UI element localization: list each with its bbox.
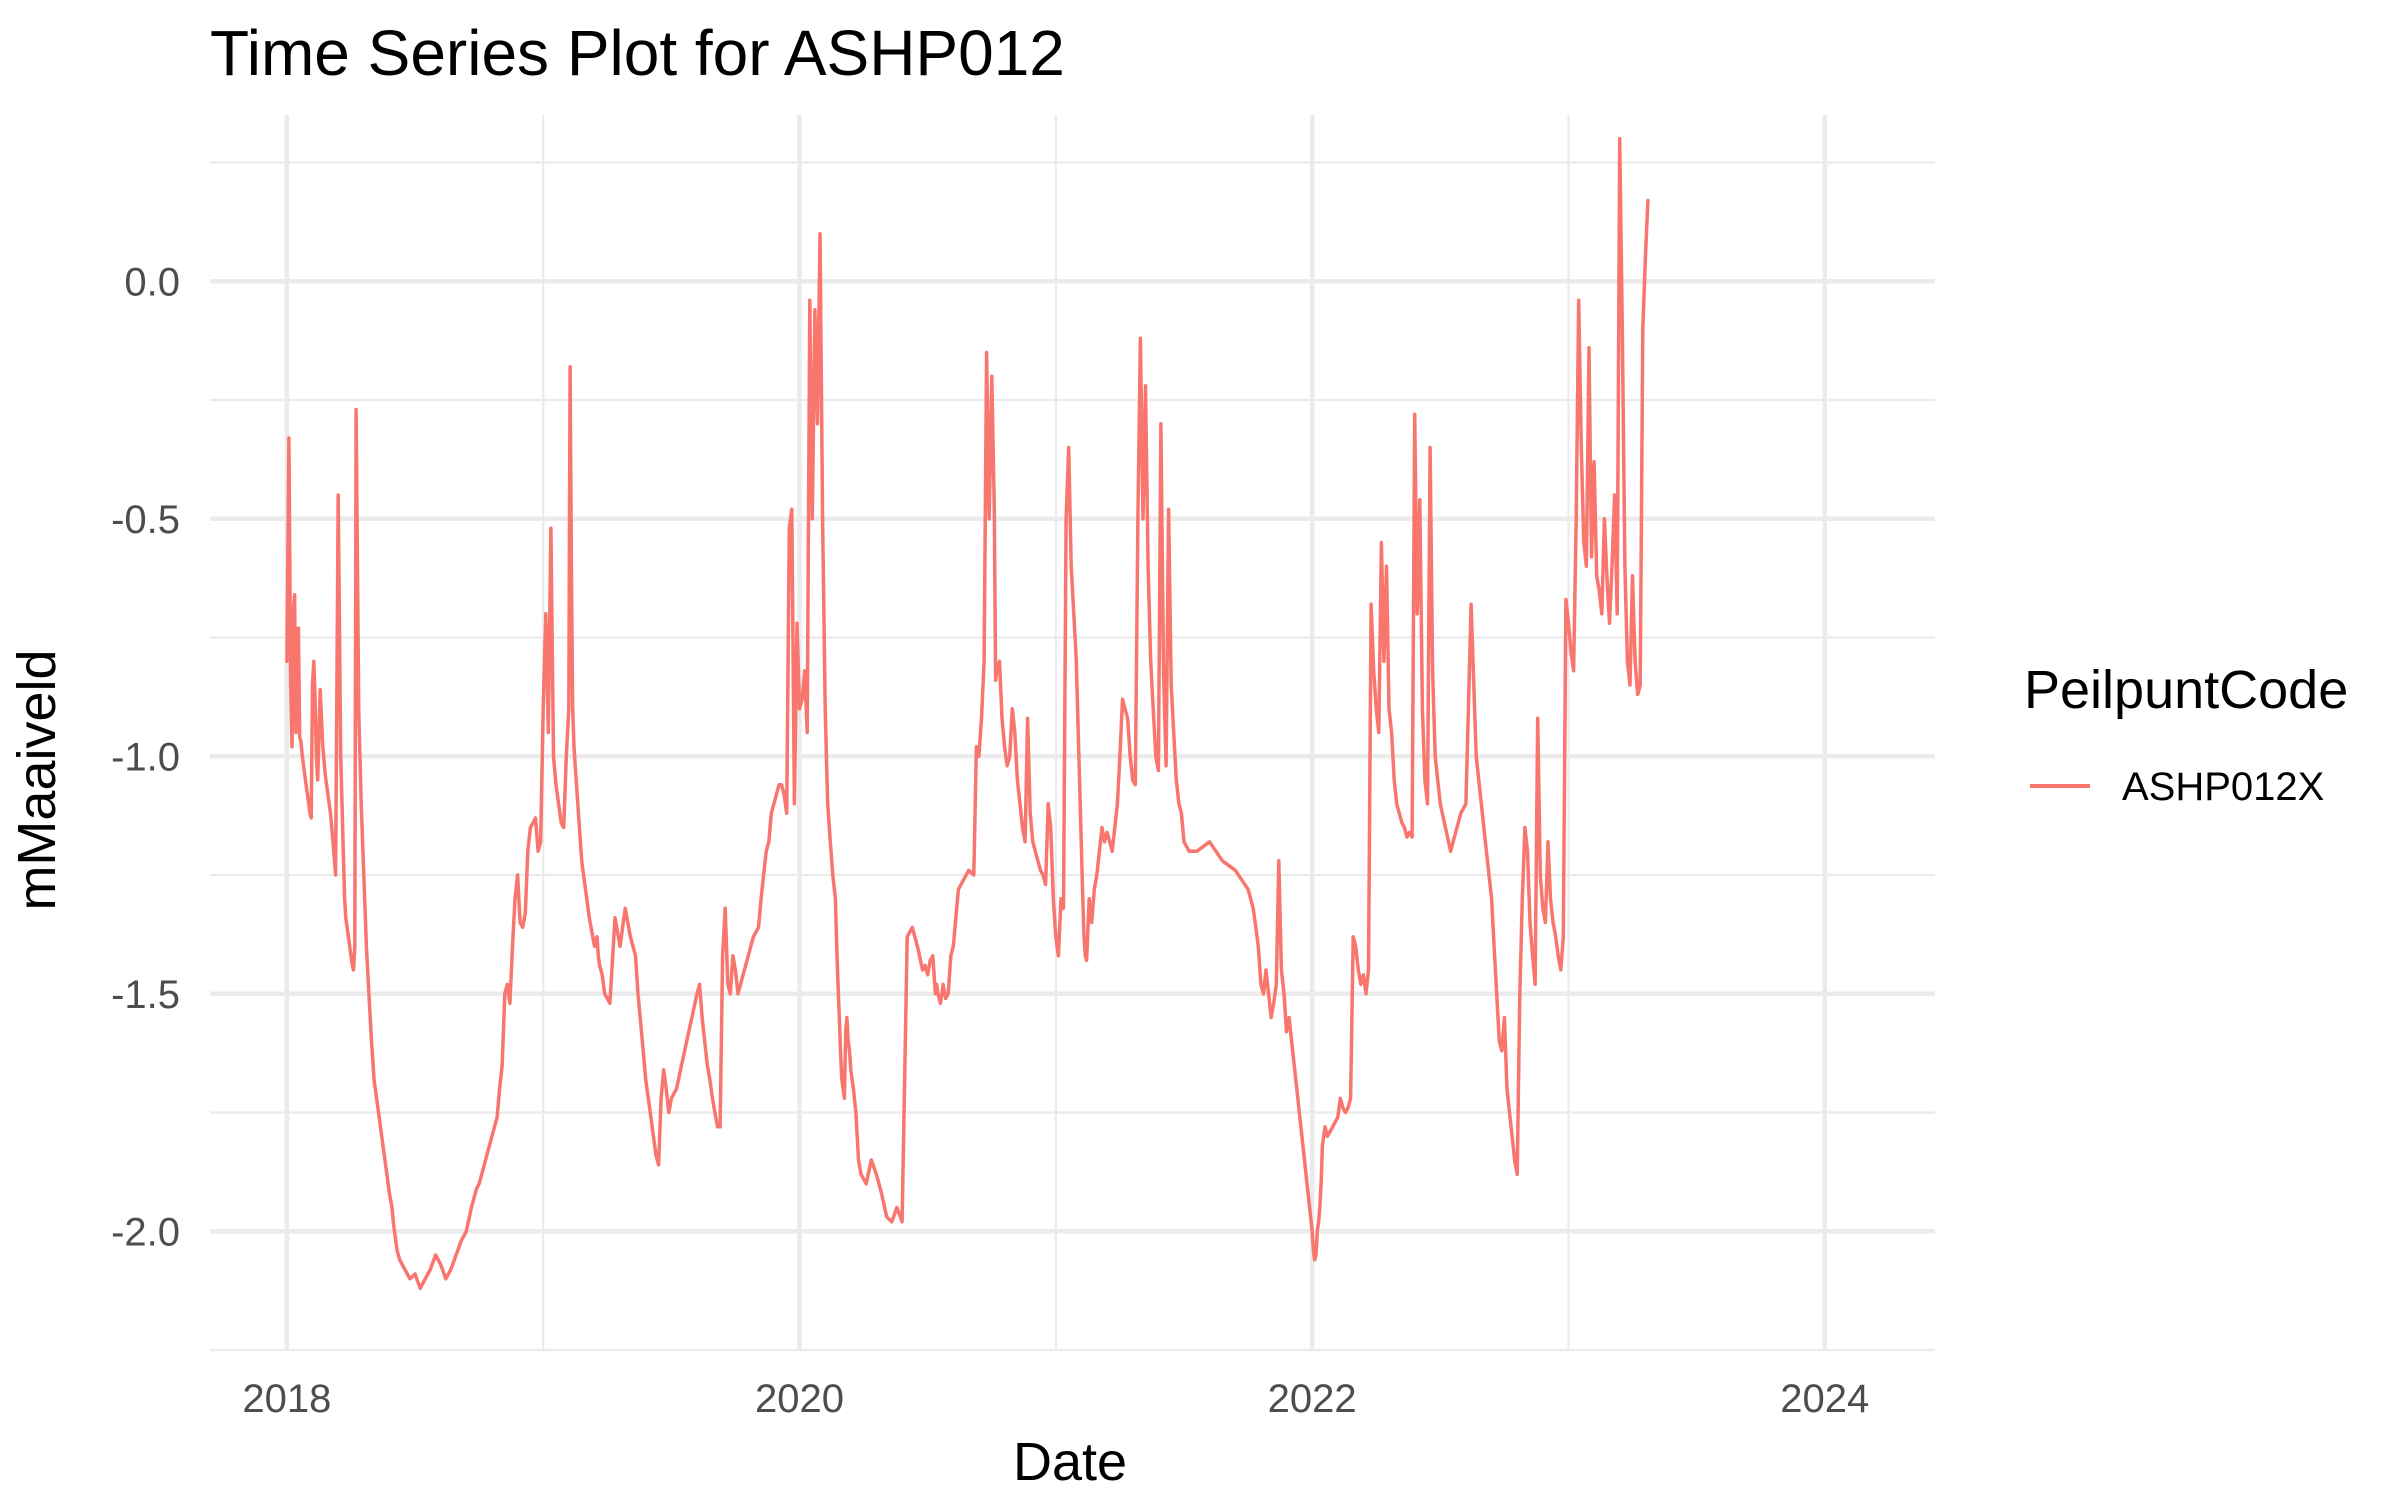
y-tick-label: -1.5 <box>111 973 180 1017</box>
y-axis-title: mMaaiveld <box>7 649 67 910</box>
legend-label: ASHP012X <box>2122 765 2324 809</box>
axis-ticks: 2018 2020 2022 2024 -2.0 -1.5 -1.0 -0.5 0.0 <box>111 260 1869 1421</box>
y-tick-label: -0.5 <box>111 498 180 542</box>
y-tick-label: -2.0 <box>111 1210 180 1254</box>
chart-grid <box>210 115 1935 1352</box>
x-tick-label: 2020 <box>755 1377 844 1421</box>
legend: PeilpuntCode ASHP012X <box>2024 660 2348 809</box>
x-tick-label: 2022 <box>1268 1377 1357 1421</box>
series-line-ashp012x <box>285 137 1650 1291</box>
x-tick-label: 2018 <box>242 1377 331 1421</box>
x-axis-title: Date <box>1013 1432 1127 1492</box>
x-tick-label: 2024 <box>1780 1377 1869 1421</box>
y-tick-label: 0.0 <box>124 260 180 304</box>
chart-title: Time Series Plot for ASHP012 <box>210 17 1065 89</box>
legend-title: PeilpuntCode <box>2024 660 2348 720</box>
y-tick-label: -1.0 <box>111 735 180 779</box>
